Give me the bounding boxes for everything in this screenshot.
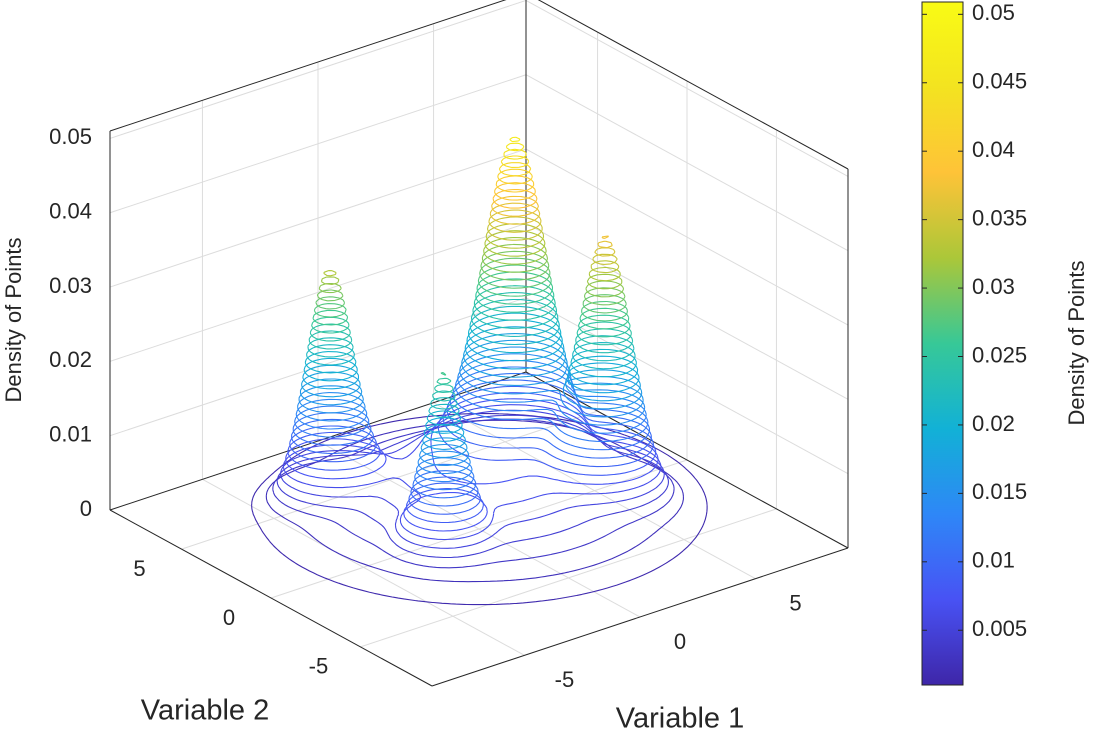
z-tick-label: 0.05: [49, 124, 92, 149]
colorbar-tick-label: 0.005: [972, 616, 1027, 641]
axis-line: [525, 371, 849, 549]
y-tick-label: 0: [223, 605, 235, 630]
contour-line: [297, 353, 646, 475]
contour-line: [298, 346, 644, 466]
contour-line: [311, 278, 631, 385]
contour-line: [302, 326, 640, 442]
axis-line: [431, 547, 849, 687]
contour-line: [276, 414, 669, 559]
contour-line: [282, 404, 662, 541]
x-tick-label: 0: [674, 629, 686, 654]
x-axis-label: Variable 1: [616, 703, 744, 733]
grid-line: [181, 410, 598, 550]
contour-line: [497, 168, 533, 185]
z-tick-label: 0: [80, 496, 92, 521]
contour-line: [489, 202, 613, 249]
colorbar-tick-label: 0.03: [972, 274, 1015, 299]
colorbar-tick-label: 0.02: [972, 411, 1015, 436]
contour-line: [323, 230, 621, 282]
axis-line: [109, 0, 507, 132]
contour-line: [488, 209, 616, 257]
z-tick-label: 0.02: [49, 347, 92, 372]
z-tick-label: 0.01: [49, 421, 92, 446]
colorbar-tick-label: 0.015: [972, 479, 1027, 504]
contour-line: [285, 398, 659, 532]
contour-line: [491, 195, 610, 239]
contour-line: [318, 243, 624, 298]
contour-line: [301, 333, 641, 450]
contour-line: [315, 257, 627, 314]
contour-line: [265, 419, 684, 583]
contour-line: [494, 182, 536, 201]
z-axis-label: Density of Points: [1, 237, 26, 402]
y-tick-label: 5: [133, 556, 145, 581]
colorbar-tick-label: 0.05: [972, 0, 1015, 25]
contour-line: [304, 312, 637, 426]
contour-line: [320, 236, 623, 290]
colorbar: [921, 1, 964, 686]
contour-line: [308, 292, 634, 402]
contour-line: [295, 359, 647, 483]
axis-line: [537, 0, 849, 170]
axis-line: [109, 509, 433, 687]
contour-line: [291, 379, 652, 507]
z-tick-label: 0.03: [49, 273, 92, 298]
plot-area: [251, 136, 708, 606]
axes-box: [109, 0, 849, 687]
colorbar-tick-label: 0.01: [972, 548, 1015, 573]
contour-line: [509, 136, 521, 143]
contour-line: [287, 392, 657, 524]
contour-line: [316, 250, 626, 306]
y-axis-label: Variable 2: [141, 695, 269, 727]
contour-line: [506, 142, 525, 152]
colorbar-tick-label: 0.045: [972, 69, 1027, 94]
contour-line: [280, 409, 665, 549]
colorbar-label: Density of Points: [1064, 260, 1089, 425]
grid-line: [360, 508, 777, 648]
contour-line: [313, 264, 628, 322]
colorbar-tick-label: 0.035: [972, 205, 1027, 230]
y-tick-label: -5: [309, 654, 329, 679]
grid-line: [270, 459, 688, 599]
contour-line: [294, 366, 649, 491]
contour-line: [492, 188, 538, 209]
colorbar-tick-label: 0.04: [972, 137, 1015, 162]
x-tick-label: 5: [789, 590, 801, 615]
colorbar-tick-label: 0.025: [972, 342, 1027, 367]
contour-line: [500, 155, 530, 168]
x-tick-label: -5: [555, 667, 575, 692]
z-tick-label: 0.04: [49, 199, 92, 224]
